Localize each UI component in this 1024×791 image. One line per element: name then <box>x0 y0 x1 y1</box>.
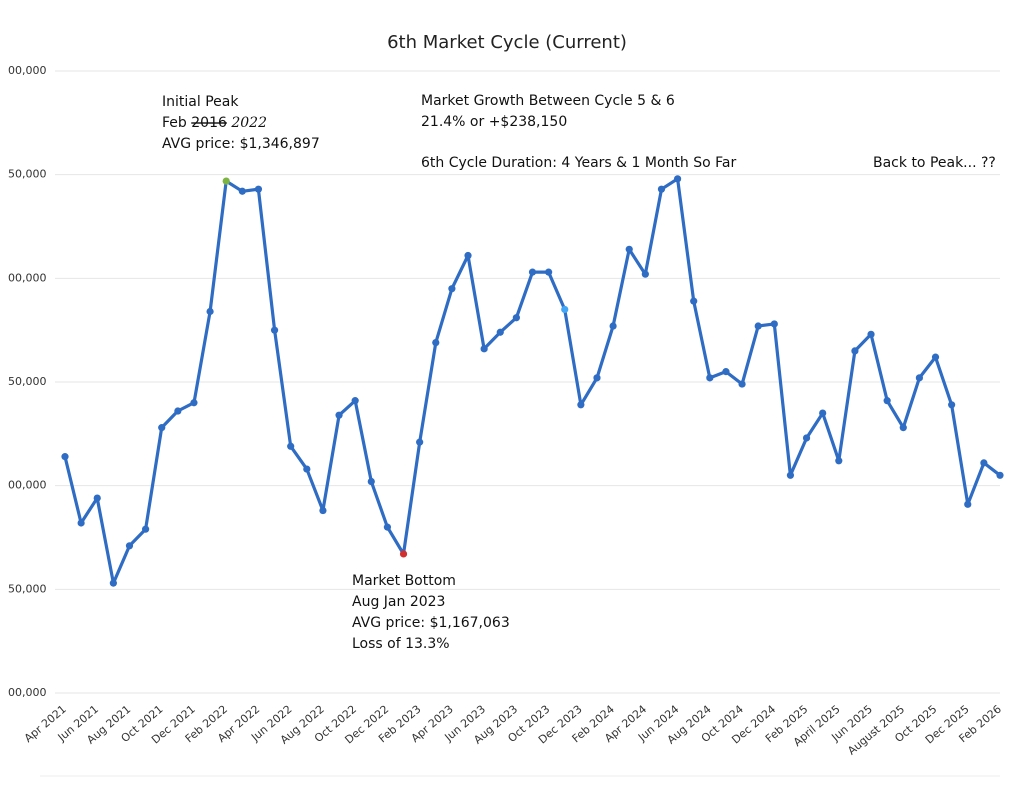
annotation-part: 6th Cycle Duration: 4 Years & 1 Month So… <box>421 155 736 171</box>
data-point <box>657 185 666 193</box>
annotation-part: AVG price: $1,167,063 <box>352 615 510 631</box>
annotation-part: 21.4% or +$238,150 <box>421 114 567 130</box>
y-tick-label: 00,000 <box>8 64 47 77</box>
y-tick-label: 00,000 <box>8 271 47 284</box>
annotation: Feb 2016 2022 <box>162 115 267 131</box>
data-point <box>158 424 166 432</box>
data-point <box>948 401 956 409</box>
data-point <box>335 411 343 419</box>
annotation: Market Growth Between Cycle 5 & 6 <box>421 93 675 109</box>
y-tick-label: 50,000 <box>8 582 47 595</box>
data-point <box>512 314 520 322</box>
data-point <box>915 374 923 382</box>
annotation: AVG price: $1,346,897 <box>162 136 320 152</box>
data-point <box>399 550 408 558</box>
data-point <box>351 397 359 405</box>
data-point <box>464 251 472 260</box>
data-point <box>61 453 69 461</box>
data-point <box>738 380 746 388</box>
data-point <box>367 477 375 486</box>
annotation: 21.4% or +$238,150 <box>421 114 567 130</box>
data-point <box>206 307 214 316</box>
data-point <box>996 471 1004 479</box>
data-point <box>448 285 456 293</box>
data-point <box>238 187 246 195</box>
data-point <box>722 368 730 376</box>
y-tick-label: 50,000 <box>8 375 47 388</box>
data-point <box>416 438 424 446</box>
data-point <box>319 506 327 515</box>
annotation: 6th Cycle Duration: 4 Years & 1 Month So… <box>421 155 736 171</box>
data-point <box>931 353 940 361</box>
data-point <box>270 326 279 334</box>
annotation: AVG price: $1,167,063 <box>352 615 510 631</box>
data-point <box>819 409 827 417</box>
data-point <box>561 305 569 314</box>
data-point <box>964 500 972 508</box>
data-point <box>287 442 295 450</box>
data-point <box>706 374 714 382</box>
data-point <box>625 245 633 253</box>
data-point <box>303 465 311 473</box>
annotation-part: 2022 <box>227 115 267 131</box>
data-point <box>480 345 488 353</box>
annotation: Loss of 13.3% <box>352 636 450 652</box>
data-point <box>770 320 778 328</box>
data-point <box>867 330 875 338</box>
annotation-part: Initial Peak <box>162 94 239 110</box>
data-point <box>690 297 698 305</box>
y-tick-label: 00,000 <box>8 479 47 492</box>
data-point <box>851 347 859 355</box>
data-point <box>802 434 811 442</box>
data-point <box>93 494 101 502</box>
data-point <box>899 424 907 432</box>
data-point <box>383 523 392 531</box>
data-point <box>577 401 585 409</box>
data-point <box>109 579 117 587</box>
annotation-part: Loss of 13.3% <box>352 636 450 652</box>
data-point <box>641 270 649 278</box>
data-point <box>125 542 134 550</box>
data-point <box>835 457 843 465</box>
annotation-part: Feb <box>162 115 191 131</box>
data-point <box>609 322 617 330</box>
data-point <box>980 459 988 467</box>
data-point <box>222 177 230 185</box>
annotation: Back to Peak... ?? <box>873 155 996 171</box>
annotation-part: 2016 <box>191 115 227 131</box>
annotation-part: Aug Jan 2023 <box>352 594 445 610</box>
data-point <box>883 397 891 405</box>
data-point <box>593 374 601 382</box>
annotation: Initial Peak <box>162 94 239 110</box>
data-point <box>174 407 182 415</box>
annotation: Market Bottom <box>352 573 456 589</box>
data-point <box>77 519 85 527</box>
data-point <box>190 399 198 407</box>
y-axis: 00,000 50,000 00,000 50,000 00,000 50,000 00,0… <box>8 64 1000 699</box>
annotation-part: Back to Peak... ?? <box>873 155 996 171</box>
data-point <box>754 322 762 330</box>
series-line <box>63 177 1001 585</box>
chart-title: 6th Market Cycle (Current) <box>387 32 627 53</box>
annotation-part: Market Bottom <box>352 573 456 589</box>
data-point <box>254 185 263 193</box>
y-tick-label: 00,000 <box>8 686 47 699</box>
data-point <box>142 525 150 533</box>
data-point <box>528 268 537 276</box>
data-point <box>432 339 440 347</box>
data-point <box>545 268 553 276</box>
annotation: Aug Jan 2023 <box>352 594 445 610</box>
data-point <box>786 471 795 479</box>
data-point <box>673 175 682 183</box>
annotation-part: AVG price: $1,346,897 <box>162 136 320 152</box>
y-tick-label: 50,000 <box>8 168 47 181</box>
data-point <box>496 328 504 336</box>
annotation-part: Market Growth Between Cycle 5 & 6 <box>421 93 675 109</box>
